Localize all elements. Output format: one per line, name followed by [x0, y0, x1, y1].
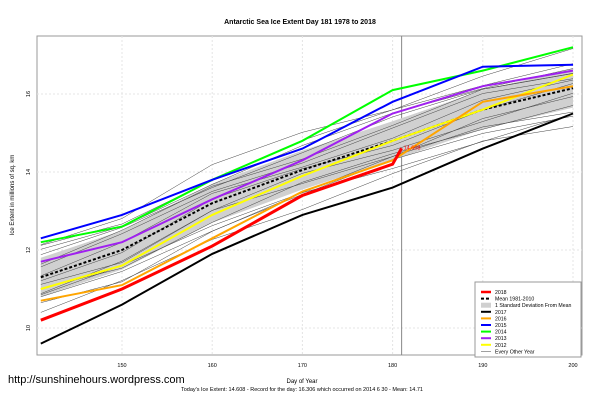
marker-label: 14.608 — [404, 145, 421, 151]
legend-label: Every Other Year — [495, 349, 535, 355]
legend-label: 1 Standard Deviation From Mean — [495, 303, 572, 309]
legend-label: Mean 1981-2010 — [495, 297, 534, 303]
legend-label: 2015 — [495, 323, 507, 329]
series-line-2014 — [40, 46, 574, 244]
x-tick-label: 150 — [117, 363, 126, 369]
series-line-2012 — [40, 73, 574, 290]
legend-box — [474, 281, 582, 358]
other-year-line — [40, 126, 574, 313]
other-year-line — [40, 96, 574, 294]
sd-band — [40, 68, 573, 297]
other-year-line — [40, 78, 574, 268]
x-tick-label: 160 — [208, 363, 217, 369]
legend-label: 2012 — [495, 343, 507, 349]
legend-label: 2014 — [495, 330, 507, 336]
legend-label: 2013 — [495, 336, 507, 342]
y-tick-label: 14 — [26, 169, 32, 175]
y-axis-label: Ice Extent in millions of sq. km — [10, 155, 16, 236]
legend-label: 2018 — [495, 290, 507, 296]
series-line-2015 — [40, 63, 574, 240]
other-year-line — [40, 48, 574, 245]
other-year-line — [40, 73, 574, 265]
x-tick-label: 180 — [388, 363, 397, 369]
other-year-line — [40, 113, 574, 303]
series-line-2016 — [40, 85, 574, 302]
x-tick-label: 200 — [568, 363, 577, 369]
y-tick-label: 12 — [26, 247, 32, 253]
chart-title: Antarctic Sea Ice Extent Day 181 1978 to… — [224, 19, 376, 26]
mean-line — [40, 87, 574, 279]
y-tick-label: 16 — [26, 91, 32, 97]
x-tick-label: 190 — [478, 363, 487, 369]
legend-label: 2017 — [495, 310, 507, 316]
series-line-2017 — [40, 112, 574, 345]
other-year-line — [40, 105, 574, 289]
y-tick-label: 10 — [26, 325, 32, 331]
footer-summary: Today's Ice Extent: 14.608 - Record for … — [181, 387, 423, 393]
x-tick-label: 170 — [298, 363, 307, 369]
plot-frame — [36, 35, 583, 356]
other-year-line — [40, 92, 574, 285]
legend-label: 2016 — [495, 316, 507, 322]
series-line-2013 — [40, 69, 574, 263]
watermark: http://sunshinehours.wordpress.com — [8, 374, 185, 386]
series-line-2018 — [40, 147, 403, 322]
x-axis-label: Day of Year — [286, 379, 317, 385]
